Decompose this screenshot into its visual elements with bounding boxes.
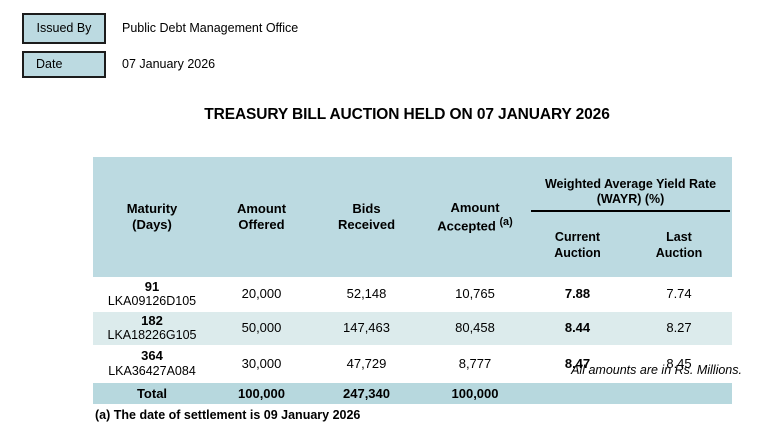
maturity-days: 364 [141,348,163,363]
bids-received-cell: 52,148 [346,286,387,302]
total-label: Total [93,382,211,404]
amount-offered-cell: 50,000 [211,311,312,345]
units-note: All amounts are in Rs. Millions. [571,363,742,377]
total-last-auction [626,382,732,404]
amount-offered-cell: 30,000 [241,355,282,371]
total-current-auction [529,382,626,404]
header-bids-received: Bids Received [312,157,421,277]
amount-offered-cell: 20,000 [241,286,282,302]
issued-by-box: Issued By [22,13,106,44]
table-total-row: Total 100,000 247,340 100,000 [93,382,732,404]
date-value: 07 January 2026 [122,57,216,71]
header-amount-offered: Amount Offered [211,157,312,277]
header-wayr-group: Weighted Average Yield Rate (WAYR) (%) C… [529,157,732,277]
maturity-cell: 364 LKA36427A084 [93,345,211,383]
total-amount-accepted: 100,000 [421,382,529,404]
total-amount-offered: 100,000 [211,382,312,404]
last-auction-cell: 8.27 [626,311,732,345]
issued-by-value: Public Debt Management Office [122,21,299,35]
maturity-days: 182 [141,312,163,328]
issued-by-label: Issued By [36,21,92,35]
header-amount-accepted: Amount Accepted (a) [421,157,529,277]
isin-code: LKA18226G105 [107,328,197,342]
maturity-cell: 91 LKA09126D105 [93,277,211,312]
amount-accepted-cell: 80,458 [421,311,529,345]
isin-code: LKA09126D105 [107,294,197,308]
header-current-auction: Current Auction [554,230,601,260]
maturity-days: 91 [144,278,160,294]
bids-received-cell: 47,729 [346,355,387,371]
header-last-auction: Last Auction [655,230,703,260]
table-header-row: Maturity (Days) Amount Offered Bids Rece… [93,157,732,277]
header-maturity-days: Maturity (Days) [93,157,211,277]
current-auction-cell: 8.47 [564,355,591,371]
amount-accepted-cell: 10,765 [455,286,495,302]
last-auction-cell: 7.74 [666,286,692,302]
table-row: 91 LKA09126D105 20,000 52,148 10,765 7.8… [93,277,732,312]
page-title: TREASURY BILL AUCTION HELD ON 07 JANUARY… [204,106,610,123]
table-row: 182 LKA18226G105 50,000 147,463 80,458 8… [93,311,732,345]
bids-received-cell: 147,463 [312,311,421,345]
date-label: Date [36,57,63,71]
footnote-ref-superscript: (a) [499,216,513,229]
date-box: Date [22,51,106,78]
settlement-footnote: (a) The date of settlement is 09 January… [95,408,361,422]
amount-accepted-cell: 8,777 [458,355,492,371]
maturity-cell: 182 LKA18226G105 [93,311,211,345]
current-auction-cell: 7.88 [564,286,591,302]
total-bids-received: 247,340 [312,382,421,404]
isin-code: LKA36427A084 [108,363,196,378]
table-row: 364 LKA36427A084 30,000 47,729 8,777 8.4… [93,345,732,383]
current-auction-cell: 8.44 [529,311,626,345]
wayr-group-label: Weighted Average Yield Rate (WAYR) (%) [531,173,730,212]
auction-table: Maturity (Days) Amount Offered Bids Rece… [93,157,732,404]
last-auction-cell: 8.45 [666,355,692,371]
